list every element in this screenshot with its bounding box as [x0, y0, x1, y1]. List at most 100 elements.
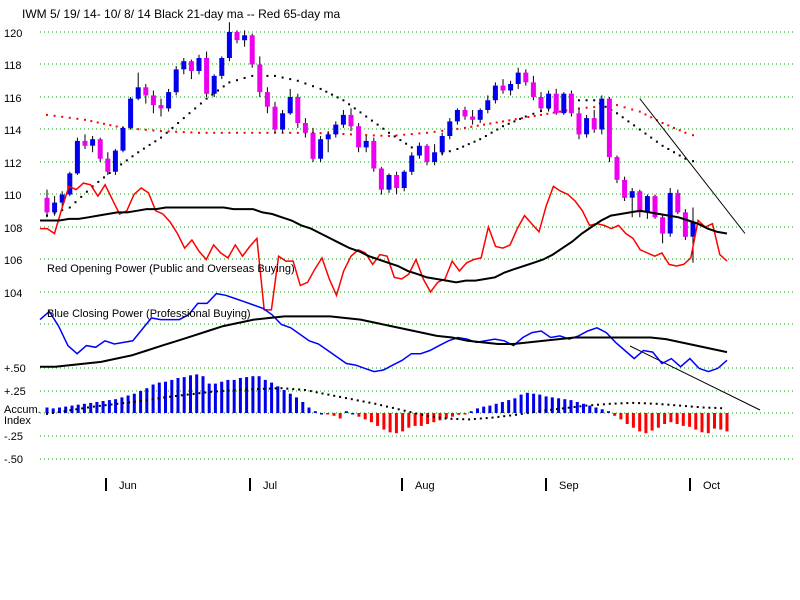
ma65-dot [380, 134, 383, 137]
ma21-dot [289, 78, 292, 81]
ma65-dot [426, 131, 428, 134]
opening-power-ma-line [40, 206, 728, 284]
ma65-dot [489, 122, 492, 125]
accum-bar [538, 394, 542, 413]
ma21-dot [638, 128, 641, 131]
accum-bar [638, 413, 642, 432]
accum-ma-dot [63, 410, 66, 413]
ma21-dot [103, 176, 105, 179]
accum-bar [656, 413, 660, 428]
accum-ma-dot [128, 401, 131, 404]
candle-body [242, 35, 248, 41]
ma65-dot [673, 126, 675, 129]
accum-bar [101, 401, 105, 413]
accum-ma-dot [673, 404, 676, 407]
accum-bar [694, 413, 698, 430]
ma65-dot [236, 131, 238, 134]
ma65-dot [661, 122, 664, 124]
ma21-dot [448, 150, 451, 153]
ma65-dot [228, 131, 231, 134]
candle-body [211, 75, 217, 94]
accum-ma-dot [567, 406, 570, 409]
ma21-dot [137, 151, 140, 154]
candle-body [523, 72, 529, 83]
ma21-dot [325, 90, 328, 93]
accum-ma-dot [268, 387, 271, 390]
candle-body [188, 61, 194, 71]
accum-bar [675, 413, 679, 424]
ma65-dot [418, 132, 421, 135]
ma21-dot [281, 76, 284, 79]
accum-ma-dot [485, 417, 488, 420]
accum-ma-dot [104, 404, 107, 407]
ma65-dot [213, 131, 216, 134]
accum-ma-dot [579, 405, 582, 408]
accum-ma-dot [87, 406, 89, 409]
candle-body [257, 64, 263, 93]
accum-ma-dot [696, 406, 699, 408]
accum-ma-dot [186, 393, 189, 396]
candle-body [150, 95, 156, 106]
closing-power-ma-line [40, 315, 728, 368]
indicator-tick-label: Accum. [4, 404, 41, 416]
accum-bar [307, 407, 311, 413]
accum-ma-dot [204, 391, 207, 394]
ma65-dot [96, 121, 99, 124]
ma21-dot [211, 93, 214, 96]
ma21-dot [578, 99, 580, 102]
ma65-dot [243, 131, 246, 134]
accum-index-ma-line [46, 387, 723, 421]
accum-ma-dot [556, 408, 558, 411]
accum-ma-dot [462, 418, 465, 421]
candle-body [234, 32, 240, 41]
accum-ma-dot [649, 402, 652, 405]
accum-bar [407, 413, 411, 428]
ma65-dot [527, 116, 530, 118]
ma21-dot [85, 190, 88, 193]
accum-ma-dot [397, 408, 400, 411]
ma21-dot [399, 139, 402, 142]
accum-ma-dot [157, 397, 160, 400]
accum-ma-dot [497, 415, 500, 418]
accum-bar [563, 399, 567, 413]
ma21-dot [205, 97, 208, 100]
price-tick-label: 104 [4, 288, 22, 300]
accum-bar [51, 408, 55, 413]
candle-body [348, 114, 354, 127]
candle-body [675, 192, 681, 213]
accum-bar [344, 411, 348, 413]
indicator-tick-label: +.50 [4, 363, 26, 375]
accum-bar [164, 381, 167, 413]
candle-body [432, 152, 438, 162]
accum-ma-dot [602, 403, 605, 406]
ma21-dot [650, 136, 653, 139]
accum-bar [382, 413, 386, 430]
ma21-dot [405, 142, 408, 145]
candle-body [356, 126, 362, 148]
ma65-dot [175, 130, 178, 133]
candle-body [614, 157, 620, 180]
accum-ma-dot [421, 413, 424, 416]
accum-ma-dot [116, 402, 119, 405]
accum-bar [663, 413, 667, 424]
accum-bar [401, 413, 405, 432]
accum-ma-dot [81, 407, 84, 410]
indicator-tick-labels: +.50 +.25 Accum.Index -.25 -.50 [4, 363, 41, 466]
accum-ma-dot [473, 418, 476, 420]
candle-body [90, 139, 96, 146]
accum-bar [263, 379, 267, 413]
ma21-dot [274, 74, 276, 77]
candle-body [272, 106, 278, 130]
ma21-dot [667, 148, 670, 150]
accum-ma-dot [661, 403, 664, 406]
candle-body [143, 87, 149, 96]
accum-ma-dot [280, 387, 283, 390]
ma65-dot [678, 129, 681, 132]
accum-ma-dot [216, 390, 218, 393]
candle-body [591, 118, 597, 130]
accum-ma-dot [133, 400, 136, 403]
ma21-dot [194, 107, 197, 110]
accum-bar [226, 379, 230, 413]
accum-bar [725, 413, 729, 432]
